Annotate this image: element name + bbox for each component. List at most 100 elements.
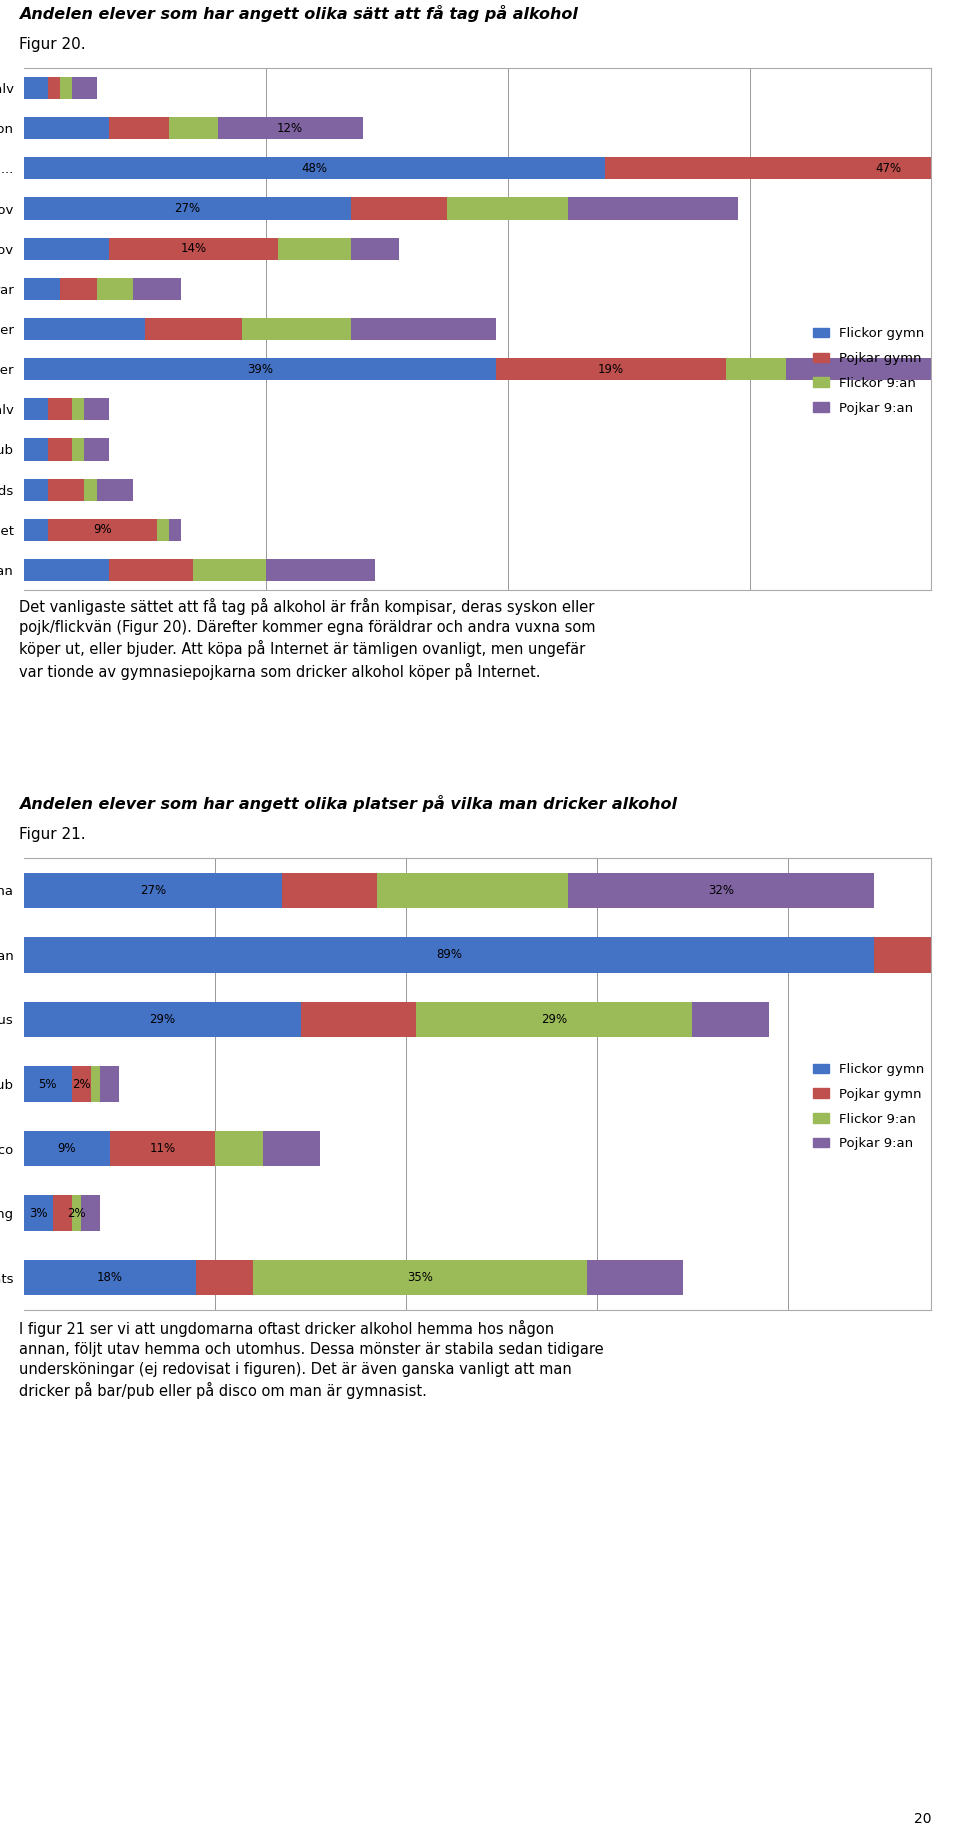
Bar [588,1260,683,1295]
Bar [350,198,447,220]
Bar [24,558,108,580]
Bar [24,937,874,972]
Bar [786,359,931,381]
Bar [218,116,363,139]
Bar [24,399,48,419]
Text: 47%: 47% [876,163,902,176]
Text: Andelen elever som har angett olika sätt att få tag på alkohol: Andelen elever som har angett olika sätt… [19,6,578,22]
Bar [24,277,60,299]
Bar [60,78,72,100]
Bar [24,519,48,541]
Bar [48,519,157,541]
Bar [263,1131,320,1166]
Bar [24,1131,110,1166]
Bar [84,399,108,419]
Bar [24,1002,300,1037]
Text: 35%: 35% [407,1271,433,1284]
Bar [72,438,84,460]
Bar [193,558,266,580]
Bar [24,238,108,261]
Bar [24,438,48,460]
Bar [196,1260,253,1295]
Bar [253,1260,588,1295]
Text: 3%: 3% [29,1207,48,1220]
Text: 11%: 11% [150,1142,176,1155]
Bar [24,359,495,381]
Bar [53,1196,72,1231]
Bar [726,359,786,381]
Bar [72,1196,82,1231]
Text: 12%: 12% [277,122,303,135]
Text: 2%: 2% [72,1077,90,1090]
Text: 27%: 27% [174,201,201,214]
Bar [97,479,132,501]
Bar [48,438,72,460]
Bar [72,1066,91,1101]
Bar [72,399,84,419]
Bar [60,277,97,299]
Bar [278,238,350,261]
Text: 2%: 2% [67,1207,85,1220]
Bar [108,238,278,261]
Text: Andelen elever som har angett olika platser på vilka man dricker alkohol: Andelen elever som har angett olika plat… [19,795,677,811]
Text: 48%: 48% [301,163,327,176]
Text: Det vanligaste sättet att få tag på alkohol är från kompisar, deras syskon eller: Det vanligaste sättet att få tag på alko… [19,599,596,680]
Bar [24,479,48,501]
Bar [282,872,377,907]
Bar [48,78,60,100]
Bar [72,78,97,100]
Bar [24,78,48,100]
Text: 19%: 19% [597,362,624,375]
Text: 39%: 39% [247,362,273,375]
Bar [24,1066,72,1101]
Bar [48,399,72,419]
Text: 14%: 14% [180,242,206,255]
Text: 5%: 5% [38,1077,58,1090]
Text: 29%: 29% [150,1013,176,1026]
Bar [24,157,605,179]
Bar [145,318,242,340]
Bar [157,519,169,541]
Bar [84,438,108,460]
Bar [568,872,874,907]
Text: Figur 20.: Figur 20. [19,37,85,52]
Bar [24,1260,196,1295]
Text: 9%: 9% [58,1142,76,1155]
Bar [495,359,726,381]
Text: 89%: 89% [436,948,462,961]
Bar [169,116,218,139]
Bar [91,1066,101,1101]
Text: 27%: 27% [140,883,166,896]
Bar [48,479,84,501]
Bar [692,1002,769,1037]
Text: I figur 21 ser vi att ungdomarna oftast dricker alkohol hemma hos någon
annan, f: I figur 21 ser vi att ungdomarna oftast … [19,1319,604,1399]
Bar [24,318,145,340]
Bar [84,479,97,501]
Bar [300,1002,416,1037]
Text: 18%: 18% [97,1271,123,1284]
Text: 32%: 32% [708,883,734,896]
Bar [24,1196,53,1231]
Bar [24,116,108,139]
Bar [350,318,495,340]
Bar [350,238,399,261]
Text: Figur 21.: Figur 21. [19,828,85,843]
Text: 9%: 9% [93,523,112,536]
Legend: Flickor gymn, Pojkar gymn, Flickor 9:an, Pojkar 9:an: Flickor gymn, Pojkar gymn, Flickor 9:an,… [813,327,924,414]
Bar [110,1131,215,1166]
Bar [874,937,960,972]
Bar [169,519,181,541]
Bar [377,872,568,907]
Bar [24,872,282,907]
Bar [605,157,960,179]
Bar [447,198,568,220]
Text: 20: 20 [914,1811,931,1826]
Bar [97,277,132,299]
Bar [108,116,169,139]
Bar [24,198,350,220]
Bar [568,198,737,220]
Bar [416,1002,692,1037]
Bar [132,277,181,299]
Bar [101,1066,119,1101]
Bar [266,558,374,580]
